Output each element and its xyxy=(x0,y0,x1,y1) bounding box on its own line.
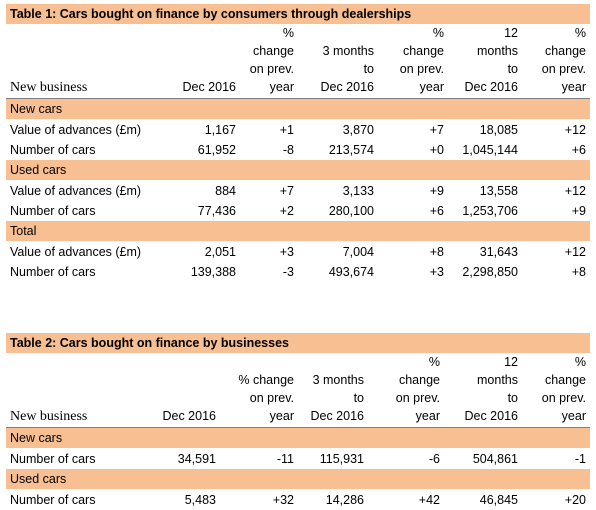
table-row: Value of advances (£m) 884 +7 3,133 +9 1… xyxy=(10,184,586,198)
table-2-header: New business Dec 2016 % change on prev. ye… xyxy=(6,353,590,428)
table-1: Table 1: Cars bought on finance by consu… xyxy=(6,4,590,282)
header-12-months: 12 months to Dec 2016 xyxy=(464,355,518,423)
header-pct-change-3m: % change on prev. year xyxy=(399,26,444,94)
table-row: Number of cars 77,436 +2 280,100 +6 1,25… xyxy=(10,204,586,218)
table-2: Table 2: Cars bought on finance by busin… xyxy=(6,333,590,510)
section-new-cars: New cars xyxy=(6,99,590,120)
section-total: Total xyxy=(6,221,590,242)
section-used-cars: Used cars xyxy=(6,160,590,181)
section-new-cars: New cars xyxy=(6,428,590,449)
header-pct-change-month: % change on prev. year xyxy=(238,373,294,423)
table-row: Value of advances (£m) 1,167 +1 3,870 +7… xyxy=(10,123,586,137)
table-row: Number of cars 139,388 -3 493,674 +3 2,2… xyxy=(10,265,586,279)
table-row: Number of cars 61,952 -8 213,574 +0 1,04… xyxy=(10,143,586,157)
header-pct-change-month: % change on prev. year xyxy=(249,26,294,94)
header-12-months: 12 months to Dec 2016 xyxy=(464,26,518,94)
new-business-label: New business xyxy=(10,409,88,424)
header-pct-change-3m: % change on prev. year xyxy=(395,355,440,423)
header-pct-change-12m: % change on prev. year xyxy=(541,26,586,94)
header-dec-2016: Dec 2016 xyxy=(182,80,236,94)
table-1-header: New business Dec 2016 % change on prev. yea… xyxy=(6,24,590,99)
header-3-months: 3 months to Dec 2016 xyxy=(320,44,374,94)
header-pct-change-12m: % change on prev. year xyxy=(541,355,586,423)
header-dec-2016: Dec 2016 xyxy=(162,409,216,423)
new-business-label: New business xyxy=(10,80,88,95)
table-row: Value of advances (£m) 2,051 +3 7,004 +8… xyxy=(10,245,586,259)
section-used-cars: Used cars xyxy=(6,469,590,490)
table-1-title: Table 1: Cars bought on finance by consu… xyxy=(6,4,590,24)
table-row: Number of cars 34,591 -11 115,931 -6 504… xyxy=(10,452,586,466)
table-row: Number of cars 5,483 +32 14,286 +42 46,8… xyxy=(10,493,586,507)
header-3-months: 3 months to Dec 2016 xyxy=(310,373,364,423)
table-2-title: Table 2: Cars bought on finance by busin… xyxy=(6,333,590,353)
